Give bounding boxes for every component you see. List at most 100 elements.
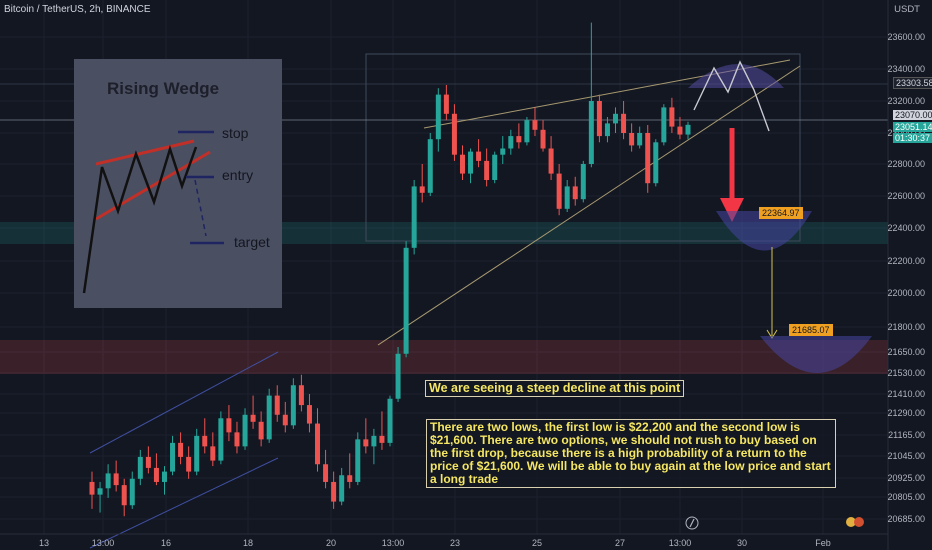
candle bbox=[604, 117, 610, 143]
candle bbox=[170, 435, 176, 476]
candle bbox=[395, 347, 401, 402]
flag-icon[interactable] bbox=[846, 517, 864, 527]
candle-body bbox=[379, 435, 385, 443]
candle-body bbox=[572, 186, 578, 200]
price-tick-label: 22800.00 bbox=[887, 159, 925, 169]
candle bbox=[596, 94, 602, 143]
channel-lower-line bbox=[89, 457, 279, 549]
support-zone-red bbox=[0, 340, 888, 374]
candle bbox=[266, 388, 272, 443]
candle bbox=[411, 180, 417, 255]
candle bbox=[508, 129, 514, 155]
candle-body bbox=[468, 151, 474, 174]
candle-body bbox=[266, 395, 272, 440]
candle bbox=[153, 453, 159, 486]
candle-body bbox=[363, 439, 369, 447]
candle bbox=[476, 139, 482, 168]
candle bbox=[427, 133, 433, 196]
candle bbox=[613, 107, 619, 133]
rising-wedge-diagram: Rising Wedge stop entry target bbox=[74, 59, 282, 308]
candle-body bbox=[170, 442, 176, 472]
candle-body bbox=[97, 488, 103, 495]
candle bbox=[621, 101, 627, 140]
analysis-note: There are two lows, the first low is $22… bbox=[426, 419, 836, 488]
candle bbox=[306, 394, 312, 433]
candle bbox=[556, 164, 562, 216]
first-low-arc bbox=[716, 211, 812, 251]
candle-body bbox=[371, 435, 377, 447]
candle-body bbox=[685, 124, 691, 135]
candle-body bbox=[105, 473, 111, 489]
inset-target-label: target bbox=[234, 234, 270, 250]
candle-body bbox=[564, 186, 570, 209]
candle-body bbox=[282, 414, 288, 426]
candle-body bbox=[137, 456, 143, 479]
candle-body bbox=[604, 123, 610, 137]
candle bbox=[435, 88, 441, 152]
candle bbox=[89, 471, 95, 509]
candle bbox=[459, 145, 465, 180]
candle bbox=[524, 117, 530, 146]
candle bbox=[242, 408, 248, 450]
candle-body bbox=[121, 485, 127, 506]
time-tick-label: 25 bbox=[532, 538, 542, 548]
candle bbox=[492, 151, 498, 184]
candle-body bbox=[347, 475, 353, 482]
time-tick-label: 13:00 bbox=[382, 538, 405, 548]
price-tick-label: 23600.00 bbox=[887, 32, 925, 42]
candle-body bbox=[435, 94, 441, 140]
candle bbox=[661, 104, 667, 146]
candle bbox=[629, 123, 635, 152]
candle bbox=[331, 471, 337, 509]
candle-body bbox=[508, 136, 514, 149]
candle-body bbox=[250, 414, 256, 422]
candle-body bbox=[258, 421, 264, 440]
price-tag-level-2: 23070.00 bbox=[893, 110, 932, 120]
candle-body bbox=[355, 439, 361, 482]
candle bbox=[323, 449, 329, 489]
price-tick-label: 21410.00 bbox=[887, 389, 925, 399]
candle-body bbox=[89, 481, 95, 495]
candle bbox=[250, 395, 256, 429]
candle bbox=[451, 104, 457, 161]
candle bbox=[97, 481, 103, 513]
projection-arc-top bbox=[688, 64, 784, 88]
candle-body bbox=[580, 164, 586, 200]
event-icon[interactable] bbox=[685, 516, 699, 530]
candle-body bbox=[629, 133, 635, 146]
candle bbox=[379, 411, 385, 450]
candle-body bbox=[476, 151, 482, 161]
candle-body bbox=[339, 475, 345, 502]
candle bbox=[161, 466, 167, 495]
candlestick-series bbox=[89, 22, 691, 517]
price-tick-label: 22600.00 bbox=[887, 191, 925, 201]
candle-body bbox=[588, 101, 594, 164]
candle bbox=[194, 428, 200, 476]
first-target-label: 22364.97 bbox=[759, 207, 803, 219]
price-tick-label: 23400.00 bbox=[887, 64, 925, 74]
price-tick-label: 22200.00 bbox=[887, 256, 925, 266]
candle bbox=[129, 471, 135, 509]
time-tick-label: 18 bbox=[243, 538, 253, 548]
candle-body bbox=[331, 481, 337, 502]
time-axis: 13 13:00 16 18 20 13:00 23 25 27 13:00 30 Feb bbox=[39, 538, 831, 548]
candle-body bbox=[596, 101, 602, 137]
candle-body bbox=[427, 139, 433, 193]
candle-body bbox=[153, 467, 159, 482]
candle bbox=[355, 432, 361, 486]
price-tag-countdown: 01:30:37 bbox=[893, 133, 932, 143]
drop-arrow-head bbox=[720, 198, 744, 222]
candle bbox=[564, 180, 570, 212]
wedge-lower-line bbox=[377, 65, 801, 346]
candle-body bbox=[113, 473, 119, 486]
candle bbox=[113, 460, 119, 492]
candle bbox=[653, 139, 659, 187]
candle bbox=[548, 136, 554, 180]
candle-body bbox=[218, 418, 224, 461]
time-tick-label: 16 bbox=[161, 538, 171, 548]
time-tick-label: 13:00 bbox=[92, 538, 115, 548]
candle-body bbox=[621, 113, 627, 133]
candle bbox=[669, 97, 675, 133]
candle bbox=[137, 449, 143, 486]
price-tick-label: 21530.00 bbox=[887, 368, 925, 378]
